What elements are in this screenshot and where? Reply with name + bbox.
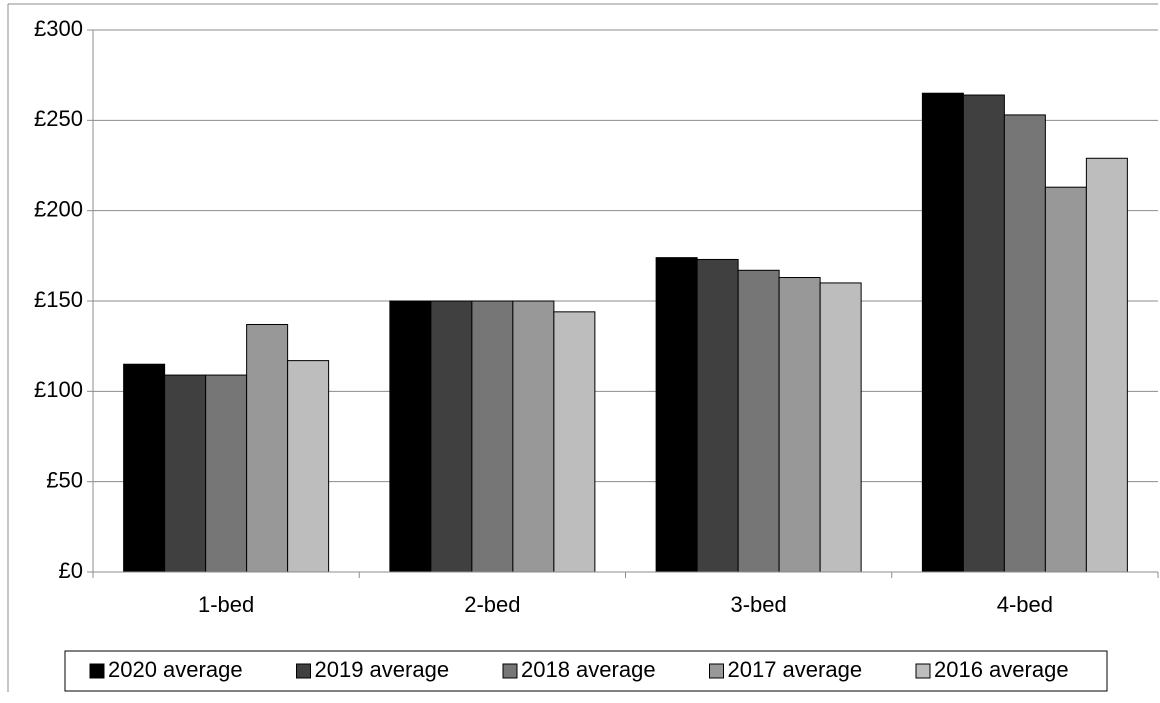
legend-label: 2017 average: [728, 657, 863, 682]
legend-label: 2019 average: [315, 657, 450, 682]
legend-swatch: [89, 663, 105, 679]
legend: 2020 average 2019 average 2018 average 2017…: [64, 650, 1108, 692]
y-tick-label: £150: [34, 287, 83, 312]
y-tick-label: £100: [34, 377, 83, 402]
bar: [962, 94, 1005, 573]
y-tick-label: £50: [46, 467, 83, 492]
bar: [123, 363, 166, 573]
bar: [553, 311, 596, 573]
x-tick-label: 2-bed: [464, 592, 520, 617]
legend-swatch: [502, 663, 518, 679]
bar: [430, 300, 473, 573]
legend-label: 2018 average: [521, 657, 656, 682]
bar: [287, 360, 330, 573]
y-axis: £0 £50 £100 £150 £200 £250 £300: [34, 16, 94, 583]
x-tick-label: 1-bed: [198, 592, 254, 617]
bar: [164, 374, 207, 573]
legend-swatch: [709, 663, 724, 679]
bar: [512, 300, 555, 573]
legend-label: 2020 average: [108, 657, 243, 682]
bars: [123, 92, 1128, 573]
bar: [655, 257, 698, 573]
legend-label: 2016 average: [934, 657, 1069, 682]
legend-box: [64, 650, 1108, 692]
bar: [471, 300, 514, 573]
x-axis: 1-bed 2-bed 3-bed 4-bed: [92, 571, 1159, 617]
x-tick-label: 3-bed: [730, 592, 786, 617]
legend-swatch: [915, 663, 931, 679]
bar: [778, 277, 821, 573]
bar: [737, 269, 780, 573]
bar: [389, 300, 432, 573]
bar: [819, 282, 862, 573]
y-tick-label: £200: [34, 196, 83, 221]
x-tick-label: 4-bed: [997, 592, 1053, 617]
bar: [1085, 157, 1128, 573]
bar: [1044, 186, 1087, 573]
bar: [696, 258, 739, 573]
legend-swatch: [296, 663, 311, 679]
bar: [246, 323, 289, 573]
y-tick-label: £0: [59, 558, 83, 583]
y-tick-label: £300: [34, 16, 83, 41]
bar: [921, 92, 964, 573]
bar: [1003, 114, 1046, 573]
bar: [205, 374, 248, 573]
y-tick-label: £250: [34, 106, 83, 131]
